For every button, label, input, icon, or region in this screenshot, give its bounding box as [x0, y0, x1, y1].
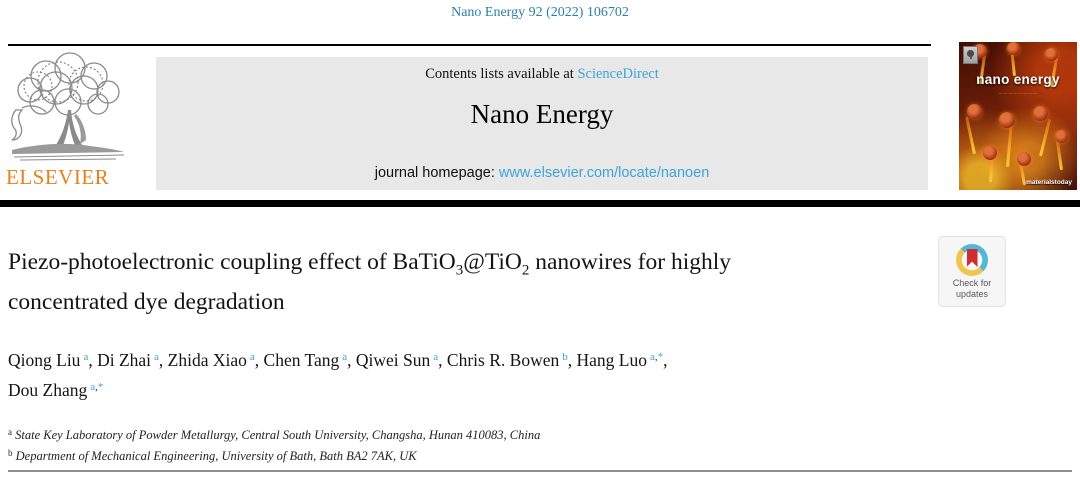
- check-for-updates-badge[interactable]: Check for updates: [938, 236, 1006, 307]
- cover-title: nano energy: [976, 72, 1060, 87]
- homepage-link[interactable]: www.elsevier.com/locate/nanoen: [498, 165, 710, 181]
- affiliation-item: a State Key Laboratory of Powder Metallu…: [8, 427, 541, 442]
- section-divider-bar: [0, 200, 1080, 207]
- bookmark-icon: [966, 249, 978, 267]
- elsevier-wordmark: ELSEVIER: [6, 165, 110, 189]
- article-title: Piezo-photoelectronic coupling effect of…: [8, 249, 732, 315]
- crossmark-icon: [956, 244, 988, 276]
- affiliation-item: b Department of Mechanical Engineering, …: [8, 447, 417, 463]
- journal-name: Nano Energy: [470, 99, 614, 129]
- elsevier-logo: ELSEVIER: [6, 52, 134, 194]
- author-line-2: Dou Zhang a,*: [8, 380, 104, 400]
- affiliations: a State Key Laboratory of Powder Metallu…: [8, 424, 908, 465]
- bottom-divider: [8, 470, 1072, 472]
- homepage-line: journal homepage: www.elsevier.com/locat…: [156, 165, 928, 181]
- header-divider: [8, 44, 931, 46]
- contents-line: Contents lists available at ScienceDirec…: [156, 66, 928, 83]
- badge-line1: Check for: [952, 278, 992, 288]
- homepage-prefix: journal homepage:: [374, 165, 499, 181]
- elsevier-tree-icon: [11, 52, 125, 161]
- sciencedirect-link[interactable]: ScienceDirect: [577, 66, 659, 82]
- author-list: Qiong Liu a, Di Zhai a, Zhida Xiao a, Chen …: [8, 344, 958, 404]
- cover-brand: materialstoday: [1026, 179, 1072, 186]
- masthead-box: Contents lists available at ScienceDirec…: [156, 57, 928, 190]
- journal-citation: Nano Energy 92 (2022) 106702: [451, 5, 629, 20]
- cover-mini-logo: [963, 46, 978, 64]
- contents-prefix: Contents lists available at: [425, 66, 578, 82]
- journal-cover-art: nano energy ............................…: [959, 42, 1077, 190]
- badge-line2: updates: [955, 288, 989, 299]
- author-line-1: Qiong Liu a, Di Zhai a, Zhida Xiao a, Chen …: [8, 350, 668, 370]
- cover-subline: ...............................: [998, 90, 1038, 95]
